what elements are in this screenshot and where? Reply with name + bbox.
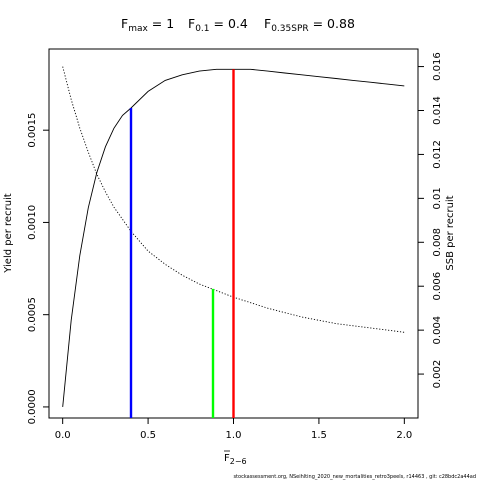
svg-text:F2−6: F2−6 — [224, 453, 247, 466]
y-right-tick-label: 0.004 — [432, 316, 443, 345]
y-right-tick-label: 0.014 — [432, 96, 443, 125]
yield-per-recruit-line — [62, 68, 405, 407]
y-left-tick-label: 0.0000 — [27, 389, 38, 424]
x-tick-label: 1.5 — [311, 430, 327, 441]
x-tick-label: 2.0 — [396, 430, 412, 441]
y-right-tick-label: 0.01 — [432, 187, 443, 209]
x-axis-label-main: F — [224, 453, 230, 464]
y-right-tick-label: 0.006 — [432, 272, 443, 301]
axis-marks: 0.0 0.5 1.0 1.5 2.0 0.0000 0.0005 0.0010 0.0015 0… — [27, 52, 443, 441]
x-tick-label: 0.0 — [55, 430, 71, 441]
title-fmax: Fmax = 1 — [121, 16, 174, 34]
reference-lines — [129, 69, 235, 418]
y-right-tick-label: 0.016 — [432, 52, 443, 81]
x-axis-label: F2−6 — [224, 450, 247, 466]
y-right-tick-label: 0.008 — [432, 228, 443, 257]
x-tick-label: 1.0 — [226, 430, 242, 441]
y-axis-left-label: Yield per recruit — [3, 193, 14, 274]
y-left-tick-label: 0.0015 — [27, 113, 38, 148]
x-axis-label-sub: 2−6 — [230, 457, 247, 466]
footnote: stockassessment.org, NSeihlting_2020_new… — [233, 474, 476, 480]
y-right-tick-label: 0.012 — [432, 140, 443, 169]
y-left-tick-label: 0.0005 — [27, 297, 38, 332]
y-left-tick-label: 0.0010 — [27, 205, 38, 240]
title-fspr: F0.35SPR = 0.88 — [264, 16, 355, 34]
x-tick-label: 0.5 — [140, 430, 156, 441]
series-layer — [62, 66, 405, 407]
y-axis-right-label: SSB per recruit — [445, 195, 456, 270]
title-f01: F0.1 = 0.4 — [188, 16, 248, 34]
y-right-tick-label: 0.002 — [432, 360, 443, 389]
